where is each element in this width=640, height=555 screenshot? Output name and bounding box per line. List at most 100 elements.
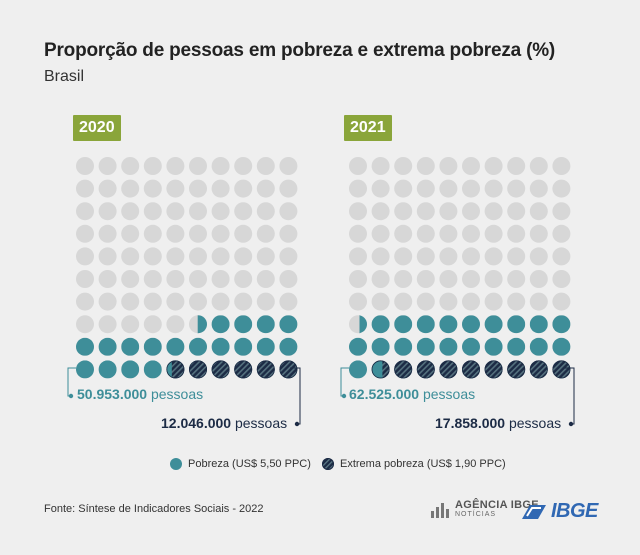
agencia-ibge-top: AGÊNCIA IBGE: [455, 499, 539, 511]
waffle-cell: [234, 157, 253, 175]
waffle-cell: [211, 247, 230, 266]
waffle-cell: [98, 270, 117, 288]
extreme-value-2021: 17.858.000: [435, 415, 506, 431]
waffle-cell-poverty: [98, 360, 117, 379]
waffle-cell: [256, 247, 275, 266]
waffle-cell-poverty: [484, 337, 503, 356]
waffle-cell: [189, 270, 207, 288]
waffle-cell: [76, 292, 94, 311]
agencia-ibge-icon: [431, 503, 449, 518]
waffle-cell-extreme-outline: [279, 360, 298, 379]
waffle-cell: [143, 315, 162, 334]
waffle-cell: [143, 202, 162, 221]
waffle-cell: [279, 270, 298, 288]
year-badge-2021: 2021: [344, 115, 392, 141]
waffle-cell: [211, 202, 230, 221]
waffle-cell-extreme-outline: [211, 360, 230, 379]
agencia-ibge-bottom: NOTÍCIAS: [455, 511, 497, 518]
waffle-cell: [143, 157, 162, 175]
waffle-cell: [439, 202, 458, 221]
source-note: Fonte: Síntese de Indicadores Sociais - …: [44, 503, 264, 515]
waffle-cell-poverty: [143, 337, 162, 356]
waffle-cell: [234, 179, 253, 198]
poverty-unit-2020: pessoas: [150, 386, 204, 402]
chart-title: Proporção de pessoas em pobreza e extrem…: [44, 40, 556, 61]
waffle-cell-poverty: [211, 337, 230, 356]
waffle-cell: [349, 224, 367, 243]
waffle-cell: [349, 247, 367, 266]
poverty-value-2021: 62.525.000: [349, 386, 420, 402]
waffle-cell: [279, 247, 298, 266]
waffle-cell: [371, 157, 390, 175]
waffle-cell: [166, 202, 185, 221]
waffle-cell: [256, 224, 275, 243]
waffle-cell: [189, 224, 207, 243]
waffle-cell: [507, 157, 526, 175]
year-badge-2020: 2020: [73, 115, 121, 141]
waffle-cell: [98, 202, 117, 221]
waffle-cell: [166, 157, 185, 175]
waffle-cell: [439, 270, 458, 288]
waffle-cell: [462, 224, 480, 243]
legend-extreme-label: Extrema pobreza (US$ 1,90 PPC): [340, 458, 506, 470]
waffle-cell-poverty: [98, 337, 117, 356]
waffle-cell-poverty: [349, 337, 367, 356]
waffle-cell: [234, 270, 253, 288]
waffle-cell: [121, 224, 140, 243]
waffle-cell: [507, 179, 526, 198]
waffle-cell-poverty: [416, 337, 435, 356]
waffle-cell-extreme-outline: [461, 360, 480, 379]
waffle-cell: [166, 315, 185, 334]
waffle-cell: [484, 224, 503, 243]
waffle-cell-extreme-outline: [371, 360, 390, 379]
waffle-cell: [166, 247, 185, 266]
poverty-unit-2021: pessoas: [422, 386, 476, 402]
waffle-cell: [529, 292, 548, 311]
waffle-cell-poverty: [462, 315, 480, 334]
waffle-cell: [98, 224, 117, 243]
waffle-cell: [349, 292, 367, 311]
waffle-cell-extreme: [279, 360, 298, 379]
waffle-cell: [394, 157, 413, 175]
waffle-cell-extreme: [462, 360, 480, 379]
waffle-cell: [394, 224, 413, 243]
legend-extreme: Extrema pobreza (US$ 1,90 PPC): [322, 458, 506, 470]
waffle-cell: [484, 179, 503, 198]
waffle-cell: [234, 247, 253, 266]
extreme-value-2020: 12.046.000: [161, 415, 232, 431]
waffle-cell: [416, 270, 435, 288]
waffle-cell: [462, 202, 480, 221]
waffle-cell: [76, 157, 94, 175]
waffle-cell: [507, 247, 526, 266]
waffle-cell-extreme: [171, 360, 185, 379]
waffle-2020: [76, 157, 298, 379]
waffle-cell: [416, 292, 435, 311]
extreme-label-2021: 17.858.000 pessoas: [435, 415, 561, 431]
waffle-cell: [349, 270, 367, 288]
chart-subtitle: Brasil: [44, 68, 85, 85]
waffle-cell-poverty: [552, 315, 571, 334]
waffle-cell-extreme: [394, 360, 413, 379]
waffle-cell: [166, 270, 185, 288]
waffle-cell: [484, 202, 503, 221]
waffle-cell-extreme-outline: [188, 360, 207, 379]
waffle-cell: [211, 270, 230, 288]
legend-poverty: Pobreza (US$ 5,50 PPC): [170, 458, 311, 470]
waffle-cell-poverty: [143, 360, 162, 379]
waffle-cell-poverty: [552, 337, 571, 356]
waffle-cell: [279, 157, 298, 175]
waffle-cell-poverty: [211, 315, 230, 334]
waffle-cell: [279, 292, 298, 311]
waffle-cell-extreme-outline: [439, 360, 458, 379]
waffle-cell: [76, 270, 94, 288]
waffle-cell: [143, 247, 162, 266]
waffle-cell: [98, 315, 117, 334]
waffle-cell: [349, 202, 367, 221]
waffle-cell-poverty: [371, 337, 390, 356]
waffle-cell: [371, 224, 390, 243]
leader-poverty-2021: [340, 367, 349, 397]
waffle-cell: [121, 179, 140, 198]
waffle-cell: [462, 247, 480, 266]
waffle-cell-extreme-outline: [394, 360, 413, 379]
